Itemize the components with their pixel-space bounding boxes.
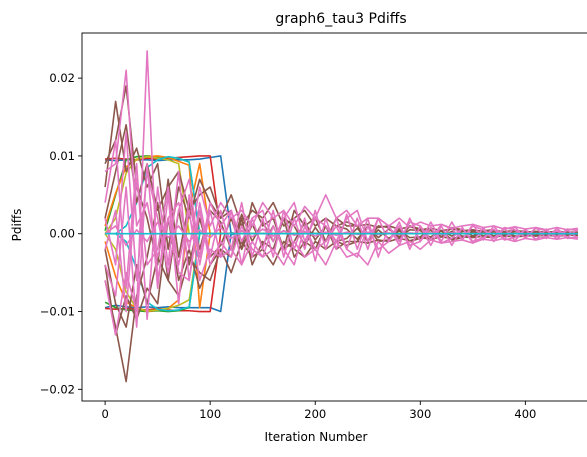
axis-layer: 0 100 200 300 400 −0.02 −0.01 0.00 0.01 0.02 <box>40 71 537 421</box>
y-tick-label: −0.01 <box>40 305 75 319</box>
y-tick-label: −0.02 <box>40 382 75 396</box>
y-tick-label: 0.01 <box>49 149 75 163</box>
x-tick-label: 200 <box>304 407 326 421</box>
x-tick-label: 300 <box>409 407 431 421</box>
y-axis-label: Pdiffs <box>10 209 24 242</box>
x-tick-label: 100 <box>199 407 221 421</box>
y-tick-label: 0.02 <box>49 71 75 85</box>
chart-title: graph6_tau3 Pdiffs <box>275 11 406 27</box>
series-layer <box>104 50 579 383</box>
x-tick-label: 0 <box>101 407 108 421</box>
series-line-17 <box>104 124 578 233</box>
x-tick-label: 400 <box>514 407 536 421</box>
series-line-20 <box>104 50 579 336</box>
x-axis-label: Iteration Number <box>265 430 368 444</box>
plot-frame <box>81 32 587 402</box>
y-tick-label: 0.00 <box>49 227 75 241</box>
